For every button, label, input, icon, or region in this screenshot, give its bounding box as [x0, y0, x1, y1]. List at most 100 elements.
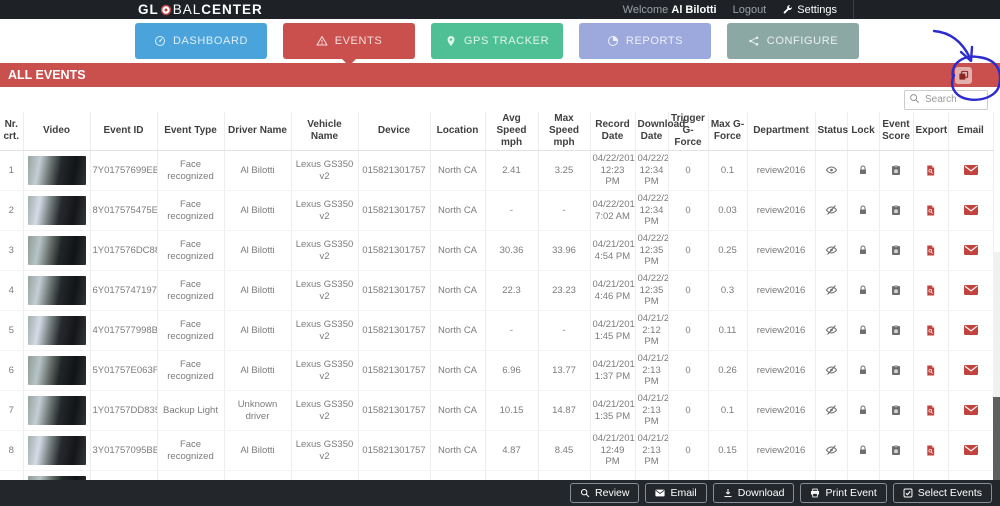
tab-reports[interactable]: REPORTS	[579, 23, 711, 59]
table-row[interactable]: 8 3Y01757095BB Face recognized Al Bilott…	[0, 430, 994, 471]
settings-button[interactable]: Settings	[782, 4, 837, 16]
status-cell[interactable]	[815, 390, 848, 431]
download-button[interactable]: Download	[712, 483, 795, 503]
lock-cell[interactable]	[847, 390, 880, 431]
export-cell[interactable]	[913, 190, 949, 231]
status-eye-icon[interactable]	[824, 444, 839, 456]
tab-dashboard[interactable]: DASHBOARD	[135, 23, 267, 59]
clipboard-score-icon[interactable]	[890, 244, 902, 257]
select-events-button[interactable]: Select Events	[892, 483, 992, 503]
tab-gps-tracker[interactable]: GPS TRACKER	[431, 23, 563, 59]
lock-icon[interactable]	[857, 364, 869, 377]
lock-icon[interactable]	[857, 284, 869, 297]
review-button[interactable]: Review	[570, 483, 640, 503]
pdf-file-icon[interactable]	[925, 164, 936, 177]
status-eye-icon[interactable]	[824, 364, 839, 376]
export-cell[interactable]	[913, 230, 949, 271]
lock-cell[interactable]	[847, 270, 880, 311]
export-cell[interactable]	[913, 390, 949, 431]
pdf-file-icon[interactable]	[925, 444, 936, 457]
status-eye-icon[interactable]	[824, 324, 839, 336]
export-cell[interactable]	[913, 270, 949, 311]
pdf-file-icon[interactable]	[925, 244, 936, 257]
event-score-cell[interactable]	[879, 430, 914, 471]
lock-cell[interactable]	[847, 350, 880, 391]
status-eye-icon[interactable]	[824, 404, 839, 416]
status-cell[interactable]	[815, 190, 848, 231]
video-thumbnail[interactable]	[27, 436, 86, 465]
vertical-scrollbar-thumb[interactable]	[993, 397, 1000, 506]
lock-icon[interactable]	[857, 164, 869, 177]
envelope-icon[interactable]	[963, 405, 978, 416]
status-cell[interactable]	[815, 350, 848, 391]
lock-cell[interactable]	[847, 430, 880, 471]
lock-icon[interactable]	[857, 204, 869, 217]
video-thumbnail[interactable]	[27, 356, 86, 385]
clipboard-score-icon[interactable]	[890, 164, 902, 177]
clipboard-score-icon[interactable]	[890, 324, 902, 337]
clipboard-score-icon[interactable]	[890, 404, 902, 417]
table-row[interactable]: 7 1Y01757DD835 Backup Light Unknown driv…	[0, 390, 994, 431]
video-cell[interactable]	[23, 190, 91, 231]
table-row[interactable]: 3 1Y017576DC88 Face recognized Al Bilott…	[0, 230, 994, 271]
table-row[interactable]: 1 7Y01757699EB Face recognized Al Bilott…	[0, 150, 994, 191]
event-score-cell[interactable]	[879, 270, 914, 311]
table-row[interactable]: 2 8Y017575475E Face recognized Al Bilott…	[0, 190, 994, 231]
copy-export-button[interactable]	[955, 66, 972, 84]
table-row[interactable]: 5 4Y017577998B Face recognized Al Bilott…	[0, 310, 994, 351]
video-cell[interactable]	[23, 150, 91, 191]
status-eye-icon[interactable]	[824, 244, 839, 256]
lock-cell[interactable]	[847, 150, 880, 191]
email-cell[interactable]	[948, 310, 994, 351]
export-cell[interactable]	[913, 150, 949, 191]
pdf-file-icon[interactable]	[925, 204, 936, 217]
tab-events[interactable]: EVENTS	[283, 23, 415, 59]
video-thumbnail[interactable]	[27, 316, 86, 345]
status-cell[interactable]	[815, 270, 848, 311]
event-score-cell[interactable]	[879, 190, 914, 231]
video-cell[interactable]	[23, 230, 91, 271]
video-cell[interactable]	[23, 270, 91, 311]
email-cell[interactable]	[948, 430, 994, 471]
envelope-icon[interactable]	[963, 445, 978, 456]
status-eye-icon[interactable]	[824, 284, 839, 296]
lock-cell[interactable]	[847, 230, 880, 271]
video-cell[interactable]	[23, 430, 91, 471]
event-score-cell[interactable]	[879, 230, 914, 271]
lock-cell[interactable]	[847, 190, 880, 231]
pdf-file-icon[interactable]	[925, 364, 936, 377]
vertical-scrollbar-track[interactable]	[993, 252, 1000, 506]
print-event-button[interactable]: Print Event	[800, 483, 887, 503]
video-thumbnail[interactable]	[27, 396, 86, 425]
clipboard-score-icon[interactable]	[890, 444, 902, 457]
lock-icon[interactable]	[857, 324, 869, 337]
clipboard-score-icon[interactable]	[890, 284, 902, 297]
status-eye-icon[interactable]	[824, 204, 839, 216]
pdf-file-icon[interactable]	[925, 284, 936, 297]
email-cell[interactable]	[948, 390, 994, 431]
export-cell[interactable]	[913, 430, 949, 471]
tab-configure[interactable]: CONFIGURE	[727, 23, 859, 59]
event-score-cell[interactable]	[879, 150, 914, 191]
lock-icon[interactable]	[857, 444, 869, 457]
video-cell[interactable]	[23, 390, 91, 431]
event-score-cell[interactable]	[879, 390, 914, 431]
status-eye-icon[interactable]	[824, 164, 839, 176]
envelope-icon[interactable]	[963, 325, 978, 336]
table-row[interactable]: 4 6Y0175747197 Face recognized Al Bilott…	[0, 270, 994, 311]
email-button[interactable]: Email	[645, 483, 707, 503]
email-cell[interactable]	[948, 270, 994, 311]
lock-icon[interactable]	[857, 404, 869, 417]
email-cell[interactable]	[948, 190, 994, 231]
status-cell[interactable]	[815, 310, 848, 351]
pdf-file-icon[interactable]	[925, 324, 936, 337]
export-cell[interactable]	[913, 310, 949, 351]
lock-icon[interactable]	[857, 244, 869, 257]
envelope-icon[interactable]	[963, 285, 978, 296]
logout-link[interactable]: Logout	[732, 3, 767, 16]
video-thumbnail[interactable]	[27, 236, 86, 265]
pdf-file-icon[interactable]	[925, 404, 936, 417]
envelope-icon[interactable]	[963, 365, 978, 376]
clipboard-score-icon[interactable]	[890, 364, 902, 377]
video-thumbnail[interactable]	[27, 156, 86, 185]
